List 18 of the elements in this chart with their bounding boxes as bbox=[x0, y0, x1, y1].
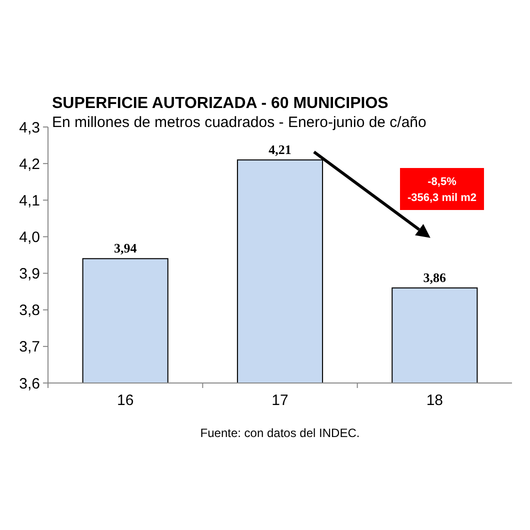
x-tick-label: 17 bbox=[272, 392, 288, 409]
y-tick-label: 3,6 bbox=[19, 375, 40, 392]
y-tick-label: 4,0 bbox=[19, 228, 40, 246]
y-tick-label: 3,8 bbox=[19, 302, 40, 320]
data-label: 3,86 bbox=[423, 270, 447, 285]
chart-subtitle: En millones de metros cuadrados - Enero-junio de c/año bbox=[52, 114, 426, 131]
x-tick-label: 18 bbox=[426, 392, 444, 409]
source-note: Fuente: con datos del INDEC. bbox=[200, 426, 360, 440]
x-tick-label: 16 bbox=[116, 392, 134, 409]
y-tick-label: 4,1 bbox=[19, 192, 40, 210]
annotation: -8,5% -356,3 mil m2 bbox=[407, 176, 477, 204]
data-label: 3,94 bbox=[114, 240, 138, 256]
chart-title: SUPERFICIE AUTORIZADA - 60 MUNICIPIOS bbox=[52, 95, 389, 112]
y-tick-label: 4,3 bbox=[19, 119, 40, 136]
data-label: 4,21 bbox=[268, 142, 292, 157]
y-tick-label: 3,9 bbox=[19, 266, 40, 283]
y-tick-label: 3,7 bbox=[19, 338, 40, 356]
y-tick-label: 4,2 bbox=[19, 156, 40, 173]
